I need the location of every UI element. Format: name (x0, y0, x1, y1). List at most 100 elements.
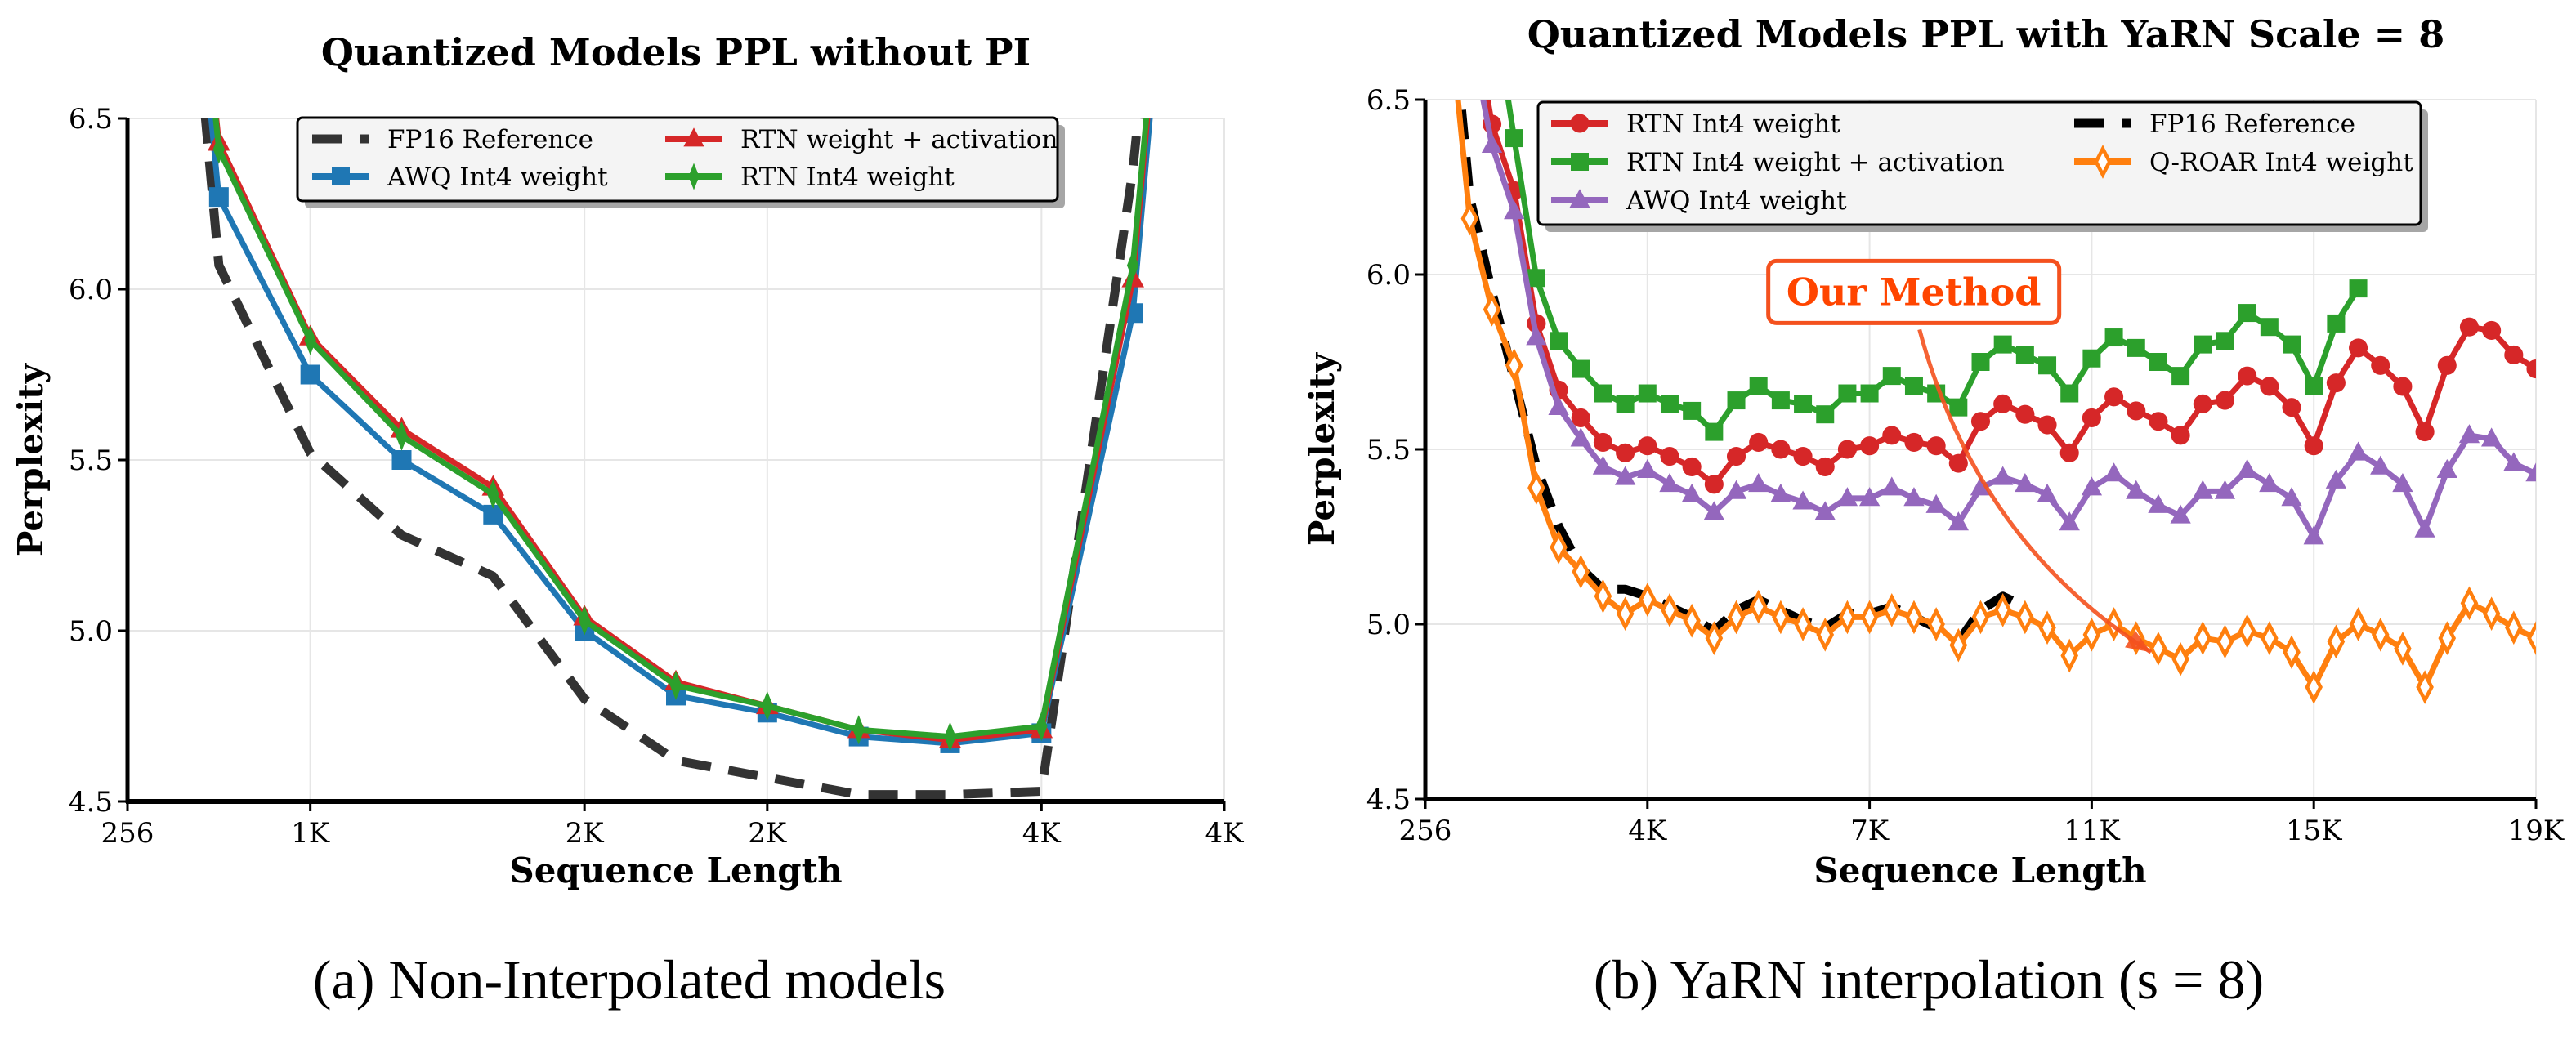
data-point (1616, 395, 1635, 413)
data-point (2060, 638, 2079, 673)
data-point (761, 690, 774, 721)
data-point (2260, 318, 2279, 337)
data-point (2349, 338, 2368, 358)
data-point (1614, 466, 1636, 485)
data-point (2325, 469, 2347, 489)
legend-marker (688, 163, 700, 190)
data-point (1704, 475, 1724, 494)
data-point (1905, 600, 1923, 635)
data-point (1903, 487, 1925, 507)
data-point (1483, 292, 1501, 327)
x-tick-label: 19K (2508, 815, 2565, 847)
data-point (1727, 600, 1746, 635)
data-point (1683, 401, 1702, 420)
data-point (2438, 621, 2457, 655)
plot-area (1455, 100, 2536, 704)
data-point (1637, 458, 1658, 479)
axes (1415, 98, 2538, 809)
data-point (1572, 554, 1590, 589)
data-point (2460, 586, 2479, 621)
annotation-our-method: Our Method (1766, 258, 2153, 654)
legend-label: RTN Int4 weight (1626, 109, 1840, 139)
data-point (1993, 394, 2013, 413)
data-point (1616, 443, 1635, 462)
x-tick-label: 11K (2064, 815, 2120, 847)
y-tick-label: 6.5 (69, 103, 113, 136)
data-point (1749, 377, 1768, 395)
data-point (1794, 395, 1813, 413)
data-point (1860, 600, 1879, 635)
x-tick-label: 4K (1022, 817, 1062, 850)
y-axis-label: Perplexity (1302, 351, 1342, 546)
series-rtn-int4-weight (212, 118, 1150, 752)
legend-item-rtn-int4-weight-activation: RTN Int4 weight + activation (1551, 148, 2005, 177)
y-tick-label: 5.5 (1366, 434, 1411, 466)
data-point (2082, 617, 2101, 652)
data-point (1860, 436, 1880, 456)
data-point (2127, 338, 2145, 357)
data-point (2259, 473, 2280, 493)
x-tick-label: 7K (1850, 815, 1890, 847)
data-point (2149, 353, 2167, 371)
data-point (1992, 466, 2014, 485)
data-point (1993, 335, 2012, 354)
data-point (1639, 583, 1657, 617)
data-point (2415, 422, 2435, 442)
data-point (1794, 607, 1812, 641)
chart-panel-non-interpolated: Quantized Models PPL without PI 256 1K 2K 2… (11, 30, 1244, 891)
data-point (1638, 436, 1657, 456)
data-point (2503, 452, 2525, 471)
data-point (2216, 332, 2234, 350)
data-point (669, 670, 682, 700)
data-point (2482, 320, 2502, 341)
data-point (1638, 384, 1657, 403)
data-point (1814, 501, 1836, 520)
data-point (2394, 632, 2412, 666)
data-point (1660, 395, 1679, 413)
legend-marker (1570, 114, 1590, 133)
chart-title: Quantized Models PPL with YaRN Scale = 8 (1527, 12, 2445, 56)
data-point (2216, 624, 2234, 659)
data-point (2126, 480, 2147, 499)
data-point (1616, 596, 1635, 632)
legend-item-rtn-int4-weight: RTN Int4 weight (1551, 109, 1840, 139)
data-point (2370, 455, 2391, 475)
legend-frame (1536, 100, 2422, 226)
annotation-arrowhead (2125, 631, 2151, 653)
data-point (1881, 476, 1903, 496)
series-awq-int4-weight (1480, 100, 2536, 545)
data-point (1594, 384, 1612, 403)
data-point (1572, 359, 1590, 378)
data-point (1772, 600, 1790, 635)
series-fp16-reference (200, 118, 1143, 800)
legend-item-q-roar-int4-weight: Q-ROAR Int4 weight (2074, 145, 2413, 179)
data-point (2148, 493, 2169, 513)
plot-area (200, 118, 1153, 800)
legend-label: RTN Int4 weight + activation (1626, 148, 2005, 177)
data-point (2059, 443, 2079, 462)
legend-frame (296, 116, 1059, 203)
data-point (944, 721, 956, 752)
y-tick-label: 6.0 (1366, 259, 1411, 292)
legend-marker (332, 167, 350, 185)
data-point (2482, 596, 2501, 632)
data-point (1771, 440, 1791, 459)
data-point (1727, 391, 1746, 410)
data-point (2393, 377, 2413, 396)
data-point (1816, 617, 1835, 652)
data-point (2327, 624, 2346, 659)
data-point (1592, 455, 1614, 475)
data-point (2304, 436, 2323, 456)
legend: FP16 Reference RTN weight + activation AWQ… (296, 116, 1065, 208)
legend-label: FP16 Reference (2149, 109, 2355, 139)
data-point (2505, 610, 2523, 645)
data-point (1749, 432, 1769, 452)
data-point (1726, 447, 1746, 466)
y-tick-label: 5.0 (69, 615, 113, 648)
x-axis-label: Sequence Length (509, 850, 842, 891)
data-point (2527, 621, 2536, 655)
y-tick-label: 5.0 (1366, 609, 1411, 641)
data-point (2282, 398, 2301, 417)
data-point (1661, 593, 1679, 627)
